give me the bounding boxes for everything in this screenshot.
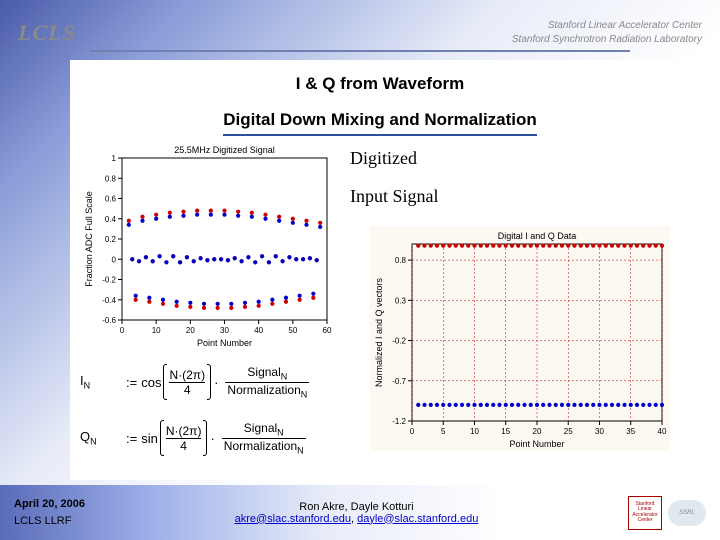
header-underline xyxy=(90,50,630,52)
svg-text:30: 30 xyxy=(595,427,604,436)
svg-text:30: 30 xyxy=(220,326,229,335)
svg-text:25.5MHz Digitized Signal: 25.5MHz Digitized Signal xyxy=(174,145,275,155)
svg-text:-0.7: -0.7 xyxy=(392,377,406,386)
header-org: Stanford Linear Accelerator Center Stanf… xyxy=(512,19,702,47)
svg-text:40: 40 xyxy=(254,326,263,335)
svg-text:0: 0 xyxy=(410,427,415,436)
slide-title-line2: Digital Down Mixing and Normalization xyxy=(223,96,537,136)
org-line1: Stanford Linear Accelerator Center xyxy=(512,19,702,33)
svg-text:5: 5 xyxy=(441,427,446,436)
eq-assign: := xyxy=(126,431,137,446)
svg-text:Point Number: Point Number xyxy=(197,338,252,348)
slide-title-line1: I & Q from Waveform xyxy=(70,60,690,96)
svg-text:15: 15 xyxy=(501,427,510,436)
eq-I-func: cos xyxy=(141,375,161,390)
svg-text:0.6: 0.6 xyxy=(105,195,117,204)
svg-text:1: 1 xyxy=(112,154,117,163)
svg-text:0.3: 0.3 xyxy=(395,296,407,305)
svg-text:25: 25 xyxy=(564,427,573,436)
chart-iq-data: 0 5 10 15 20 25 30 35 40 -1.2 -0.7 -0.2 0.3 0.8 Digita… xyxy=(370,226,670,451)
svg-text:Normalized I and Q vectors: Normalized I and Q vectors xyxy=(374,277,384,387)
footer-email1[interactable]: akre@slac.stanford.edu xyxy=(235,513,351,525)
svg-text:0: 0 xyxy=(112,255,117,264)
body-area: Digitized Input Signal 0102030405060-0.6… xyxy=(70,136,690,506)
svg-text:20: 20 xyxy=(186,326,195,335)
svg-text:0: 0 xyxy=(120,326,125,335)
bracket-l-icon xyxy=(160,420,164,456)
slac-badge-icon: StanfordLinearAcceleratorCenter xyxy=(628,496,662,530)
svg-text:20: 20 xyxy=(533,427,542,436)
eq-Q-lhs: QN xyxy=(80,429,122,447)
slide-content: I & Q from Waveform Digital Down Mixing … xyxy=(70,60,690,480)
svg-text:0.4: 0.4 xyxy=(105,215,117,224)
svg-text:Point Number: Point Number xyxy=(509,439,564,449)
svg-text:-0.2: -0.2 xyxy=(392,337,406,346)
svg-text:0.8: 0.8 xyxy=(105,174,117,183)
eq-I-ratio: SignalN NormalizationN xyxy=(225,365,309,399)
footer-project: LCLS LLRF xyxy=(14,513,85,530)
eq-Q-func: sin xyxy=(141,431,158,446)
org-line2: Stanford Synchrotron Radiation Laborator… xyxy=(512,33,702,47)
label-digitized: Digitized xyxy=(350,148,417,169)
svg-text:-0.4: -0.4 xyxy=(102,296,116,305)
chart-digitized-signal: 0 10 20 30 40 50 60 -0.6 -0.4 -0.2 0 0.2 0.4 0.6 0.8 1 2… xyxy=(80,140,335,350)
equations-block: IN := cos N·(2π) 4 · SignalN Normalizati… xyxy=(80,358,350,470)
footer-date: April 20, 2006 xyxy=(14,496,85,513)
svg-text:-0.2: -0.2 xyxy=(102,276,116,285)
dot-icon: · xyxy=(214,375,218,390)
svg-text:60: 60 xyxy=(323,326,332,335)
svg-text:0.8: 0.8 xyxy=(395,256,407,265)
label-input-signal: Input Signal xyxy=(350,186,439,207)
svg-text:-1.2: -1.2 xyxy=(392,417,406,426)
svg-text:10: 10 xyxy=(470,427,479,436)
svg-text:50: 50 xyxy=(288,326,297,335)
equation-I: IN := cos N·(2π) 4 · SignalN Normalizati… xyxy=(80,358,350,406)
svg-text:40: 40 xyxy=(658,427,667,436)
svg-text:-0.6: -0.6 xyxy=(102,316,116,325)
svg-text:0.2: 0.2 xyxy=(105,235,117,244)
bracket-r-icon xyxy=(207,364,211,400)
slide-footer: April 20, 2006 LCLS LLRF Ron Akre, Dayle… xyxy=(0,485,720,540)
footer-email2[interactable]: dayle@slac.stanford.edu xyxy=(357,513,478,525)
eq-Q-ratio: SignalN NormalizationN xyxy=(222,421,306,455)
footer-authors: Ron Akre, Dayle Kotturi xyxy=(235,501,479,513)
eq-I-lhs: IN xyxy=(80,373,122,391)
svg-text:10: 10 xyxy=(152,326,161,335)
equation-Q: QN := sin N·(2π) 4 · SignalN Normalizati… xyxy=(80,414,350,462)
footer-right: StanfordLinearAcceleratorCenter SSRL xyxy=(628,496,706,530)
eq-Q-arg: N·(2π) 4 xyxy=(166,424,202,453)
ssrl-badge-icon: SSRL xyxy=(668,500,706,526)
logo-text: LCLS xyxy=(18,20,76,46)
svg-text:Fraction ADC Full Scale: Fraction ADC Full Scale xyxy=(84,191,94,287)
footer-left: April 20, 2006 LCLS LLRF xyxy=(14,496,85,529)
bracket-l-icon xyxy=(163,364,167,400)
footer-center: Ron Akre, Dayle Kotturi akre@slac.stanfo… xyxy=(235,501,479,525)
dot-icon: · xyxy=(210,431,214,446)
svg-text:35: 35 xyxy=(626,427,635,436)
title-wrap: I & Q from Waveform Digital Down Mixing … xyxy=(70,60,690,136)
svg-text:Digital I and Q Data: Digital I and Q Data xyxy=(498,231,577,241)
eq-I-arg: N·(2π) 4 xyxy=(169,368,205,397)
footer-emails: akre@slac.stanford.edu, dayle@slac.stanf… xyxy=(235,513,479,525)
bracket-r-icon xyxy=(203,420,207,456)
eq-assign: := xyxy=(126,375,137,390)
